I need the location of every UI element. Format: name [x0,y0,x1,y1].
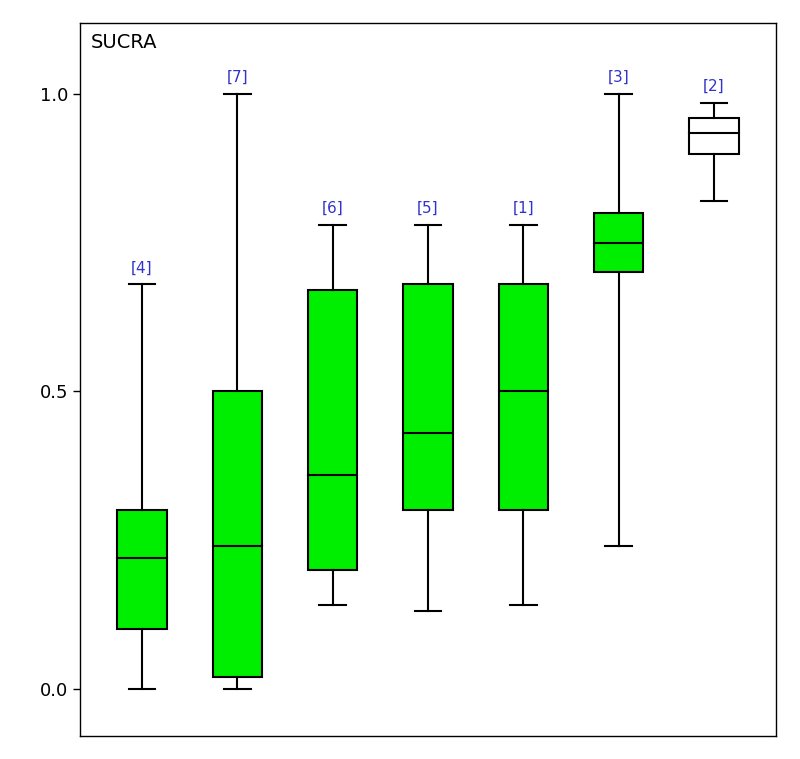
Text: [7]: [7] [226,70,248,85]
FancyBboxPatch shape [403,285,453,510]
Text: [4]: [4] [131,260,153,276]
Text: [2]: [2] [703,79,725,94]
Text: [6]: [6] [322,201,343,216]
FancyBboxPatch shape [690,118,739,153]
FancyBboxPatch shape [594,213,643,272]
FancyBboxPatch shape [213,392,262,677]
Text: SUCRA: SUCRA [90,33,157,52]
Text: [3]: [3] [608,70,630,85]
FancyBboxPatch shape [117,510,166,629]
FancyBboxPatch shape [498,285,548,510]
Text: [5]: [5] [417,201,439,216]
Text: [1]: [1] [513,201,534,216]
FancyBboxPatch shape [308,290,358,570]
